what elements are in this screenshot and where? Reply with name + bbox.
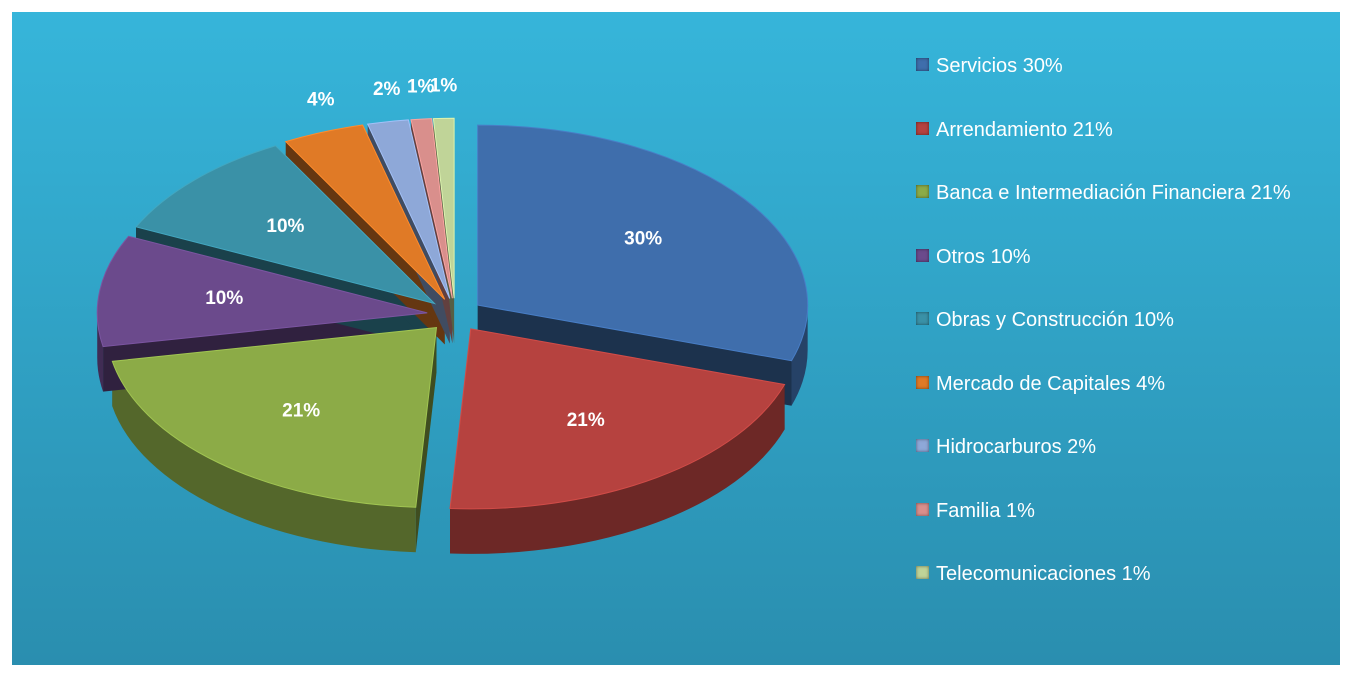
legend-label: Servicios 30% [936,55,1063,77]
slice [410,118,453,299]
slice [432,117,455,299]
legend-item: Familia 1% [916,497,1336,525]
legend-item: Servicios 30% [916,52,1336,80]
legend-label: Familia 1% [936,499,1035,522]
slice [449,328,786,510]
slice [284,124,446,300]
data-label: 10% [266,216,304,237]
legend-item: Hidrocarburos 2% [916,433,1336,461]
legend-swatch [916,566,929,579]
legend-label: Obras y Construcción 10% [936,309,1174,331]
legend-swatch [916,375,929,389]
slice [366,119,451,299]
legend-swatch [916,248,929,262]
slice-tops [96,117,809,510]
legend-swatch [916,502,929,516]
legend-label: Arrendamiento 21% [936,118,1113,141]
legend-item: Telecomunicaciones 1% [916,560,1336,588]
slice-side [450,384,785,554]
legend-item: Obras y Construcción 10% [916,306,1336,334]
data-label: 21% [282,400,320,421]
data-label: 1% [407,77,435,98]
legend-label: Hidrocarburos 2% [936,436,1097,458]
legend-item: Arrendamiento 21% [916,116,1336,144]
slice-side [791,305,808,406]
slice [477,124,809,362]
legend-swatch [916,121,929,135]
legend-swatch [916,312,929,325]
data-label: 21% [567,410,605,431]
data-label: 1% [430,76,458,97]
legend-item: Banca e Intermediación Financiera 21% [916,179,1336,207]
legend-label: Banca e Intermediación Financiera 21% [936,182,1291,204]
legend-swatch [916,58,929,71]
data-label: 4% [307,90,335,111]
legend-swatch [916,185,929,198]
legend-label: Mercado de Capitales 4% [936,372,1166,395]
legend-label: Telecomunicaciones 1% [936,563,1151,585]
slice-side [112,361,416,553]
legend-item: Otros 10% [916,243,1336,271]
legend-item: Mercado de Capitales 4% [916,370,1336,398]
slice [135,145,437,305]
data-label: 30% [624,229,662,250]
slice [96,235,428,348]
slice [111,327,438,508]
data-label: 2% [373,79,401,100]
data-label: 10% [205,288,243,309]
legend-label: Otros 10% [936,245,1031,268]
slice-wall [415,327,437,553]
legend-swatch [916,439,929,452]
